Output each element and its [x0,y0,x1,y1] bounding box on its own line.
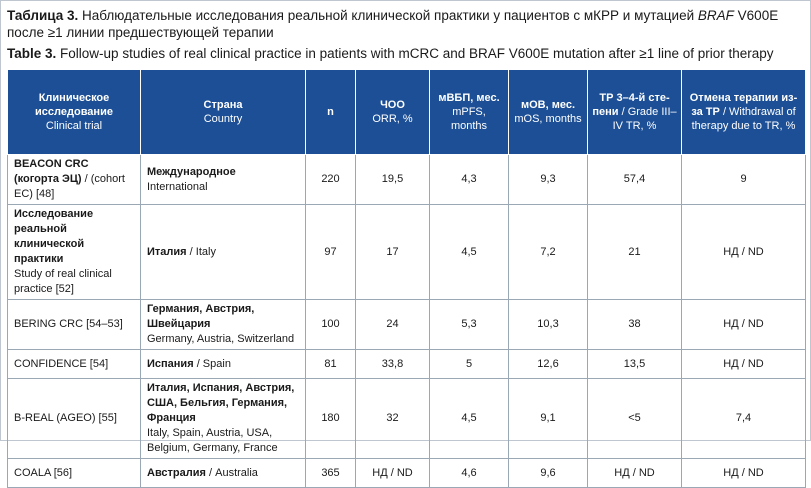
table-row: COALA [56] Австралия / Australia 365 НД … [7,458,806,488]
cell-n: 180 [305,378,356,459]
cell-withdrawal: 9 [681,154,806,205]
table-title-ru-text-1: Наблюдательные исследования реальной кли… [82,8,695,23]
cell-mpfs: 4,6 [429,458,509,488]
cell-mpfs: 4,5 [429,204,509,300]
header-grade-tr: ТР 3–4-й сте-пени / Grade III–IV TR, % [587,69,682,155]
cell-withdrawal: НД / ND [681,204,806,300]
cell-mos: 7,2 [508,204,588,300]
cell-trial: B-REAL (AGEO) [55] [7,378,141,459]
cell-mpfs: 4,3 [429,154,509,205]
cell-tr: 21 [587,204,682,300]
table-row: B-REAL (AGEO) [55] Италия, Испания, Авст… [7,378,806,459]
cell-mos: 9,6 [508,458,588,488]
header-mpfs: мВБП, мес. mPFS, months [429,69,509,155]
cell-trial: Исследование реальной клинической практи… [7,204,141,300]
header-n: n [305,69,356,155]
table-title-en-text: Follow-up studies of real clinical pract… [60,46,774,61]
cell-tr: 13,5 [587,349,682,379]
cell-withdrawal: НД / ND [681,299,806,350]
header-orr: ЧОО ORR, % [355,69,430,155]
cell-orr: 19,5 [355,154,430,205]
cell-mos: 10,3 [508,299,588,350]
cell-n: 81 [305,349,356,379]
header-mos: мОВ, мес. mOS, months [508,69,588,155]
cell-mos: 9,3 [508,154,588,205]
cell-country: Испания / Spain [140,349,306,379]
cell-trial: BEACON CRC (когорта ЭЦ) / (cohort EC) [4… [7,154,141,205]
header-row: Клиническое исследование Clinical trial С… [7,69,806,155]
cell-country: Италия / Italy [140,204,306,300]
cell-mos: 12,6 [508,349,588,379]
cell-trial: COALA [56] [7,458,141,488]
cell-withdrawal: НД / ND [681,458,806,488]
table-title-ru-text-2: V600E после ≥1 линии предшествующей тера… [7,8,779,40]
cell-trial: CONFIDENCE [54] [7,349,141,379]
table-row: BERING CRC [54–53] Германия, Австрия, Шв… [7,299,806,350]
cell-trial: BERING CRC [54–53] [7,299,141,350]
cell-tr: НД / ND [587,458,682,488]
studies-table: Клиническое исследование Clinical trial С… [7,69,806,488]
cell-mpfs: 5 [429,349,509,379]
cell-tr: 38 [587,299,682,350]
cell-mpfs: 5,3 [429,299,509,350]
cell-tr: <5 [587,378,682,459]
table-label-en: Table 3. [7,46,57,61]
cell-country: Италия, Испания, Австрия, США, Бельгия, … [140,378,306,459]
cell-orr: НД / ND [355,458,430,488]
table-title-en: Table 3. Follow-up studies of real clini… [7,45,804,62]
table-row: CONFIDENCE [54] Испания / Spain 81 33,8 … [7,349,806,379]
cell-orr: 24 [355,299,430,350]
cell-country: Германия, Австрия, Швейцария Germany, Aus… [140,299,306,350]
cell-n: 97 [305,204,356,300]
header-withdrawal: Отмена терапии из-за ТР / Withdrawal of … [681,69,806,155]
table-label-ru: Таблица 3. [7,8,79,23]
cell-withdrawal: НД / ND [681,349,806,379]
cell-country: Международное International [140,154,306,205]
cell-mpfs: 4,5 [429,378,509,459]
cell-orr: 17 [355,204,430,300]
table-row: Исследование реальной клинической практи… [7,204,806,300]
cell-orr: 33,8 [355,349,430,379]
cell-withdrawal: 7,4 [681,378,806,459]
gene-name: BRAF [697,8,734,23]
cell-n: 365 [305,458,356,488]
cell-n: 100 [305,299,356,350]
cell-tr: 57,4 [587,154,682,205]
cell-n: 220 [305,154,356,205]
cell-country: Австралия / Australia [140,458,306,488]
cell-orr: 32 [355,378,430,459]
cell-mos: 9,1 [508,378,588,459]
table-row: BEACON CRC (когорта ЭЦ) / (cohort EC) [4… [7,154,806,205]
header-country: Страна Country [140,69,306,155]
table-title-ru: Таблица 3. Наблюдательные исследования р… [7,7,804,41]
header-clinical-trial: Клиническое исследование Clinical trial [7,69,141,155]
